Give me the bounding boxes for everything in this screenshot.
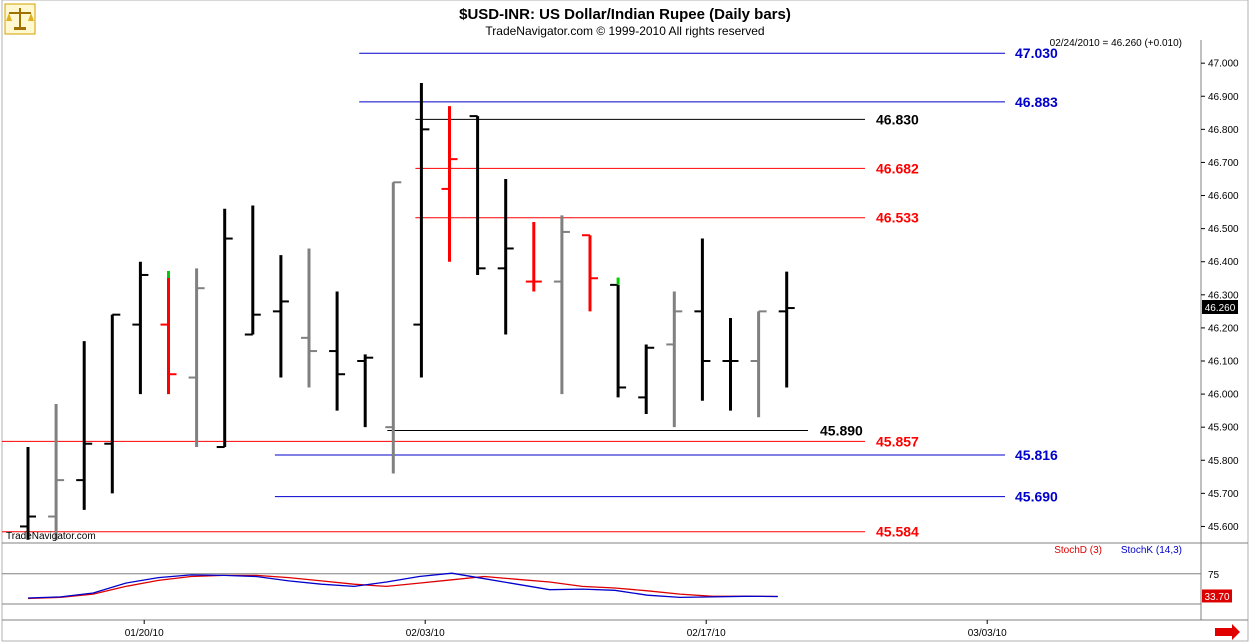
ohlc-bar [329,291,346,411]
ohlc-bar [638,344,655,414]
date-axis-label: 01/20/10 [125,628,164,639]
ohlc-bar [750,310,767,418]
level-label: 46.883 [1015,94,1058,110]
ohlc-bar [666,291,683,428]
price-bars [20,83,795,540]
logo [4,3,36,35]
ohlc-bar [469,115,486,275]
date-axis-label: 03/03/10 [968,628,1007,639]
price-axis-label: 46.600 [1208,191,1239,202]
ohlc-bar [385,181,402,474]
ohlc-bar [413,83,430,378]
ohlc-bar [778,271,795,388]
ohlc-bar [160,274,177,395]
stoch-last-box [1202,589,1232,603]
level-lines: 47.030 46.883 46.830 46.682 46.533 45.890 45.8… [2,45,1058,540]
ohlc-bar [301,248,317,388]
price-axis-label: 47.000 [1208,59,1239,70]
stoch-axis-label: 75 [1208,570,1220,581]
chart-title: $USD-INR: US Dollar/Indian Rupee (Daily … [459,6,791,23]
level-label: 45.890 [820,422,863,438]
stoch-line [27,574,778,600]
ohlc-bar [104,313,121,494]
legend-stoch-k: StochK (14,3) [1121,545,1182,556]
date-axis: 01/20/10 02/03/10 02/17/10 03/03/10 [125,620,1007,639]
price-axis-label: 46.700 [1208,158,1239,169]
ohlc-bar [20,447,36,540]
price-axis-label: 46.500 [1208,224,1239,235]
level-label: 45.690 [1015,489,1058,505]
ohlc-bar [132,261,149,395]
ohlc-bar [525,222,542,292]
price-axis: 47.000 46.900 46.800 46.700 46.600 46.500 46.4… [1201,59,1239,533]
ohlc-bar [582,234,598,312]
ohlc-bar [610,283,627,398]
last-price-marker: 46.260 [1202,300,1238,314]
price-axis-label: 46.200 [1208,323,1239,334]
ohlc-bar [441,106,458,262]
ohlc-bar [722,317,739,411]
price-axis-label: 45.600 [1208,522,1239,533]
legend-stoch-d: StochD (3) [1054,545,1102,556]
ohlc-bar [48,404,65,540]
date-axis-label: 02/03/10 [406,628,445,639]
ohlc-bar [553,215,570,395]
price-axis-label: 46.300 [1208,290,1239,301]
price-axis-label: 45.700 [1208,489,1239,500]
level-label: 46.533 [876,210,919,226]
date-axis-label: 02/17/10 [687,628,726,639]
ohlc-bar [76,341,93,510]
price-axis-label: 46.900 [1208,92,1239,103]
ohlc-bar [357,354,374,428]
ohlc-bar [216,208,233,449]
scales-icon [4,3,36,35]
level-label: 45.584 [876,524,919,540]
last-price-label: 46.260 [1205,303,1236,314]
scroll-right-button[interactable] [1215,624,1240,640]
stoch-last-label: 33.70 [1204,592,1229,603]
level-label: 46.682 [876,160,919,176]
chart-subtitle: TradeNavigator.com © 1999-2010 All right… [485,24,764,38]
price-axis-label: 45.900 [1208,423,1239,434]
watermark: TradeNavigator.com [6,531,96,542]
ohlc-bar [244,205,261,336]
last-price-box [1202,300,1238,314]
level-label: 45.816 [1015,447,1058,463]
stochastic-panel: 75 33.70 [2,570,1232,605]
price-axis-label: 46.000 [1208,390,1239,401]
right-arrow-icon [1215,624,1240,640]
price-axis-label: 46.400 [1208,257,1239,268]
price-axis-label: 45.800 [1208,456,1239,467]
stoch-line [27,572,778,599]
price-axis-label: 46.100 [1208,356,1239,367]
ohlc-bar [694,238,711,401]
ohlc-bar [188,268,205,448]
ohlc-bar [497,178,514,335]
ohlc-bar [272,255,289,378]
level-label: 46.830 [876,111,919,127]
price-axis-label: 46.800 [1208,125,1239,136]
level-label: 45.857 [876,433,919,449]
level-label: 47.030 [1015,45,1058,61]
last-quote: 02/24/2010 = 46.260 (+0.010) [1050,38,1182,49]
